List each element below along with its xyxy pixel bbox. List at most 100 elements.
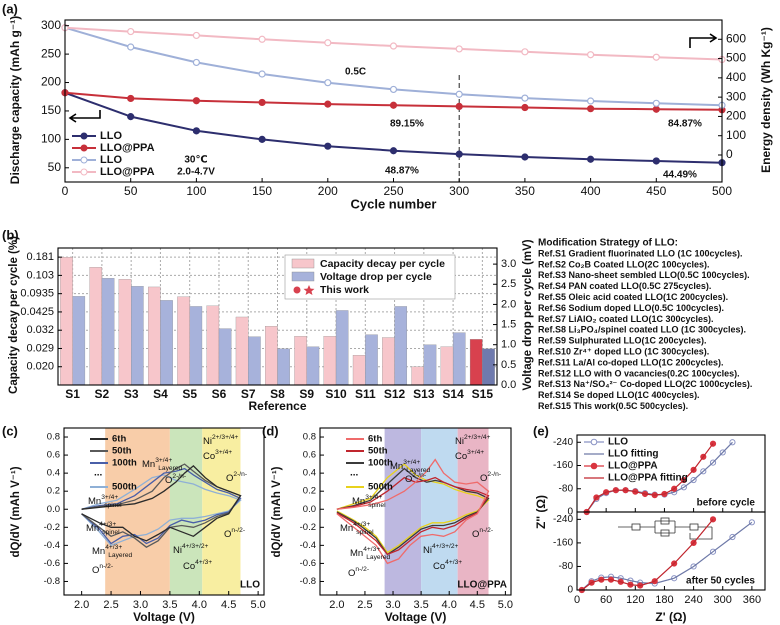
strategy-item: Ref.S11 La/Al co-doped LLO(1C 200cycles)…: [538, 357, 724, 367]
subplot: [578, 516, 755, 594]
x-tick-label: 500: [712, 184, 732, 198]
y-tick-label: -0.6: [44, 558, 60, 569]
series-line: [336, 476, 490, 556]
y2-tick-label: 500: [726, 51, 746, 65]
legend-label: 50th: [368, 446, 388, 457]
x-tick-label: S15: [472, 387, 494, 401]
annotation: Co3+/4+: [455, 449, 484, 462]
annotation-part: Mn: [350, 548, 363, 559]
bar: [440, 346, 454, 386]
y-tick-label: -0.4: [300, 540, 316, 551]
x-tick-label: 0: [62, 184, 69, 198]
x-tick-label: S13: [413, 387, 435, 401]
legend-label: LLO@PPA: [100, 142, 155, 154]
point: [192, 97, 200, 105]
bar: [482, 348, 495, 386]
point: [652, 157, 660, 165]
x-tick-label: S9: [299, 387, 314, 401]
plot-frame: [57, 247, 498, 386]
region: [421, 428, 458, 595]
annotation: 0.5C: [345, 67, 366, 78]
annotation: On-/2-: [348, 566, 369, 579]
x-tick-label: S5: [182, 387, 197, 401]
point: [455, 150, 463, 158]
x-tick-label: S10: [325, 387, 347, 401]
legend-label: 6th: [368, 434, 382, 445]
axis-title: dQ/dV (mAh V⁻¹): [271, 466, 283, 557]
annotation-sup: 2-/n-: [412, 472, 426, 479]
legend-marker: [80, 156, 88, 164]
annotation: O2-/n-: [165, 473, 186, 486]
x-tick-label: 60: [600, 594, 612, 606]
plot-frame: [63, 427, 265, 596]
annotation-sub: Layered: [108, 552, 132, 559]
point: [192, 31, 200, 40]
bar: [235, 316, 249, 386]
x-tick-label: S4: [153, 387, 168, 401]
annotation: Ni2+/3+/4+: [455, 434, 491, 447]
strategy-item: Ref.S9 Sulphurated LLO(1C 200cycles).: [538, 336, 707, 346]
annotation: On-/2-: [472, 527, 493, 540]
legend-label: LLO: [100, 154, 122, 166]
axis-pointer: [689, 33, 718, 48]
annotation: Mn3+/4+ spinel: [88, 494, 122, 509]
annotation-sup: 3+/4+: [403, 459, 420, 466]
x-tick-label: 240: [684, 594, 702, 606]
annotation: Co4+/3+: [183, 559, 212, 572]
legend-gap: ...: [350, 468, 359, 479]
y2-tick-label: 2.0: [501, 298, 516, 310]
y2-tick-label: 1.0: [501, 339, 516, 351]
annotation-part: O: [165, 475, 172, 486]
annotation-sup: 4+/3+: [195, 559, 212, 566]
x-tick-label: 2.0: [329, 599, 344, 611]
y-tick-label: 0.2: [303, 486, 316, 497]
x-tick-label: 250: [383, 184, 403, 198]
x-tick-label: 4.0: [442, 599, 457, 611]
region: [457, 428, 489, 595]
legend-swatch: [291, 258, 315, 269]
annotation-part: O: [405, 474, 412, 485]
y-tick-label: 0.103: [26, 269, 54, 281]
x-tick-label: 3.5: [162, 599, 177, 611]
axis-title: Voltage drop per cycle (mV): [522, 239, 534, 390]
axis-title: Energy density (Wh Kg⁻¹): [759, 27, 773, 173]
annotation-sub: Layered: [406, 467, 430, 474]
bar: [323, 336, 337, 386]
legend-label: 500th: [368, 482, 393, 493]
annotation: Mn4+/3+ spinel: [86, 521, 120, 536]
subplot: [583, 439, 736, 516]
bar: [365, 334, 378, 386]
region: [202, 428, 241, 595]
point: [521, 94, 529, 102]
axis-title: Voltage (V): [385, 610, 447, 624]
annotation: Ni4+/3+/2+: [173, 543, 209, 556]
x-tick-label: 360: [743, 594, 761, 606]
annotation-part: Mn: [340, 523, 353, 534]
x-tick-label: 0: [574, 594, 580, 606]
bar: [411, 366, 424, 386]
legend-label: This work: [320, 284, 369, 296]
legend-marker: [293, 286, 301, 294]
y-tick-label: 0: [567, 507, 573, 518]
bar: [131, 286, 144, 386]
point: [586, 51, 595, 59]
point: [389, 101, 398, 109]
point: [192, 58, 200, 67]
y-tick-label: 0.0: [303, 504, 316, 515]
y-tick-label: -80: [559, 483, 574, 494]
bar: [248, 336, 261, 386]
y2-tick-label: 100: [726, 128, 746, 142]
x-tick-label: S6: [212, 387, 227, 401]
annotation-part: Ni: [455, 436, 464, 447]
point: [586, 97, 595, 105]
x-tick-label: S8: [270, 387, 285, 401]
annotation-part: Mn: [390, 461, 403, 472]
y2-tick-label: 3.0: [501, 258, 516, 270]
annotation-part: Ni: [203, 436, 212, 447]
annotation: 89.15%: [390, 119, 424, 130]
y-tick-label: 0.6: [47, 450, 60, 461]
point: [586, 155, 595, 163]
axis-title: Reference: [248, 399, 306, 413]
annotation-sup: 2-/n-: [172, 473, 186, 480]
x-tick-label: 5.0: [250, 599, 265, 611]
